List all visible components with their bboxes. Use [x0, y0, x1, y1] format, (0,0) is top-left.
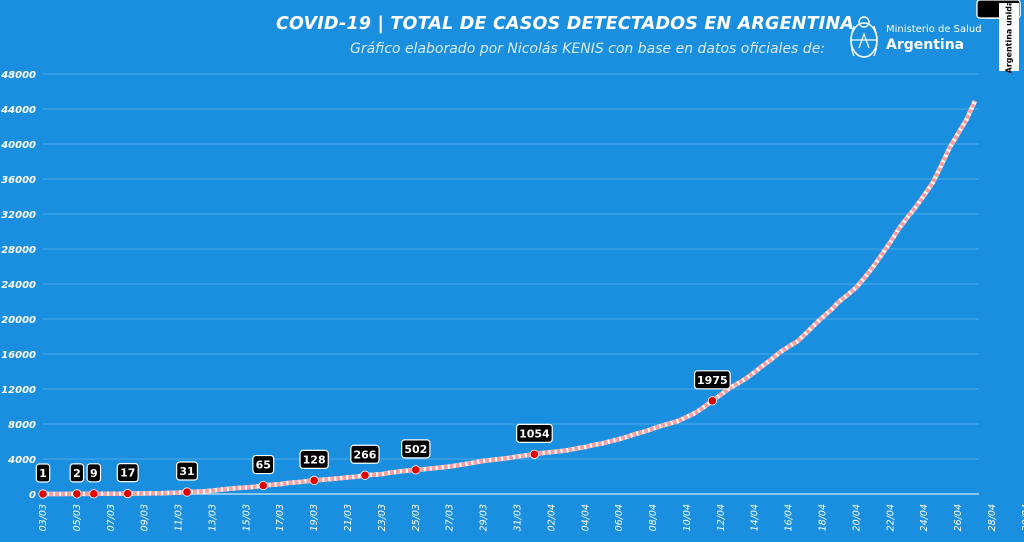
y-tick-label: 8000	[8, 420, 36, 431]
x-tick-label: 17/03	[275, 504, 286, 531]
x-tick-label: 08/04	[648, 504, 659, 531]
data-point-marker	[411, 465, 421, 475]
y-tick-label: 12000	[1, 385, 36, 396]
x-tick-label: 22/04	[885, 504, 896, 531]
x-tick-label: 23/03	[377, 504, 388, 531]
x-tick-label: 11/03	[174, 504, 185, 531]
y-tick-label: 24000	[1, 280, 36, 291]
x-tick-label: 05/03	[72, 504, 83, 531]
data-point-marker	[182, 487, 192, 497]
x-tick-label: 03/03	[38, 504, 49, 531]
x-tick-label: 18/04	[817, 504, 828, 531]
data-label: 1975	[697, 374, 728, 387]
series-line-outline	[43, 99, 978, 497]
x-tick-label: 24/04	[919, 504, 930, 531]
logo-argentina-text: Argentina	[886, 37, 965, 53]
y-tick-label: 20000	[1, 315, 36, 326]
data-point-marker	[309, 475, 319, 486]
data-label-box	[116, 463, 139, 483]
chart-subtitle: Gráfico elaborado por Nicolás KENIS con …	[350, 41, 826, 57]
data-label-box	[252, 454, 275, 475]
chart-title: COVID-19 | TOTAL DE CASOS DETECTADOS EN …	[276, 14, 855, 34]
x-tick-label: 25/03	[411, 504, 422, 531]
y-tick-label: 44000	[0, 105, 36, 116]
data-label: 266	[353, 448, 376, 461]
data-point-marker	[258, 480, 268, 491]
x-tick-label: 15/03	[241, 504, 252, 531]
data-label-box	[516, 423, 553, 443]
data-label-box	[693, 370, 731, 390]
y-tick-label: 48000	[0, 70, 36, 81]
x-tick-label: 04/04	[580, 504, 591, 531]
data-label: 17	[120, 467, 135, 480]
argentina-unida-badge: Argentina unida	[999, 0, 1019, 74]
logo-ministerio-text: Ministerio de Salud	[886, 24, 982, 35]
x-tick-label: 21/03	[343, 504, 354, 531]
x-tick-label: 19/03	[309, 504, 320, 531]
coat-of-arms-icon	[850, 16, 878, 58]
data-label-box	[176, 461, 199, 481]
data-point-marker	[529, 449, 540, 459]
y-tick-label: 16000	[1, 350, 36, 361]
data-label-box	[299, 449, 329, 470]
x-tick-label: 29/03	[479, 504, 490, 531]
data-label: 31	[179, 465, 194, 478]
x-tick-label: 06/04	[614, 504, 625, 531]
y-tick-label: 32000	[1, 210, 36, 221]
argentina-unida-text: Argentina unida	[1004, 0, 1014, 74]
data-label: 502	[404, 443, 427, 456]
x-tick-label: 31/03	[512, 504, 523, 531]
y-tick-label: 40000	[0, 140, 36, 151]
data-label: 9	[90, 467, 98, 480]
x-tick-label: 07/03	[106, 504, 117, 531]
data-label: 1054	[519, 427, 550, 440]
data-label: 65	[256, 459, 271, 472]
x-tick-label: 09/03	[140, 504, 151, 531]
x-tick-label: 20/04	[851, 504, 862, 531]
data-label: 128	[303, 453, 326, 466]
data-label-box	[401, 439, 431, 459]
data-point-marker	[72, 489, 82, 499]
x-tick-label: 26/04	[953, 504, 964, 531]
data-label-box	[86, 463, 102, 483]
data-point-marker	[707, 396, 717, 406]
data-point-marker	[360, 470, 370, 480]
x-tick-label: 13/03	[207, 504, 218, 531]
y-tick-label: 0	[29, 490, 36, 501]
data-point-marker	[38, 489, 48, 499]
y-tick-label: 28000	[1, 245, 36, 256]
x-tick-label: 02/04	[546, 504, 557, 531]
data-point-marker	[123, 489, 133, 499]
x-tick-label: 28/04	[987, 504, 998, 531]
x-tick-label: 30/04	[1021, 504, 1024, 531]
series-line	[43, 99, 978, 497]
data-label: 1	[39, 467, 47, 480]
x-tick-label: 12/04	[716, 504, 727, 531]
ministerio-logo: Ministerio de Salud Argentina	[846, 12, 996, 64]
x-tick-label: 14/04	[750, 504, 761, 531]
x-tick-label: 16/04	[784, 504, 795, 531]
data-label-box	[350, 444, 380, 464]
x-tick-label: 10/04	[682, 504, 693, 531]
y-tick-label: 4000	[7, 455, 36, 466]
x-tick-label: 27/03	[445, 504, 456, 531]
data-point-marker	[89, 489, 99, 499]
data-label-box	[69, 463, 85, 483]
data-label: 44931	[979, 0, 1017, 3]
data-label-box	[35, 463, 51, 483]
data-label: 2	[73, 467, 81, 480]
y-tick-label: 36000	[1, 175, 36, 186]
